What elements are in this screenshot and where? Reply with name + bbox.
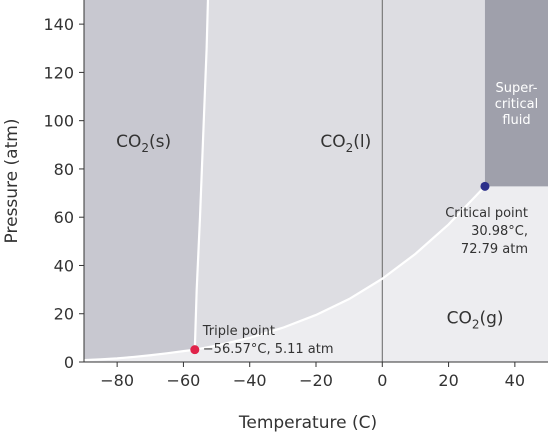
region-label-gas: CO2(g) (447, 308, 504, 331)
axes: −80 −60 −40 −20 0 20 40 0 20 40 60 80 100 120 140 (43, 0, 548, 390)
x-tick-label: 40 (505, 371, 525, 390)
critical-point-marker (480, 181, 490, 191)
region-supercritical (484, 0, 548, 187)
y-tick-label: 20 (54, 305, 74, 324)
y-axis-title: Pressure (atm) (2, 119, 22, 244)
triple-point-label: Triple point (202, 324, 275, 339)
solid-gas-boundary (83, 348, 195, 362)
y-tick-label: 80 (54, 160, 74, 179)
x-tick-label: −20 (299, 371, 333, 390)
liquid-gas-boundary (194, 185, 486, 351)
y-tick-label: 60 (54, 208, 74, 227)
y-tick-label: 100 (43, 112, 74, 131)
triple-point-marker (190, 345, 200, 355)
critical-point-label: 30.98°C, (471, 224, 528, 239)
region-label-solid: CO2(s) (116, 132, 171, 155)
region-label-liquid: CO2(l) (320, 132, 371, 155)
x-tick-label: −40 (233, 371, 267, 390)
y-tick-label: 120 (43, 63, 74, 82)
critical-point-label: 72.79 atm (461, 242, 528, 257)
triple-point-label: −56.57°C, 5.11 atm (203, 342, 334, 357)
supercritical-label-line: fluid (502, 113, 530, 128)
x-axis-title: Temperature (C) (238, 413, 377, 433)
y-tick-label: 140 (43, 15, 74, 34)
supercritical-label-line: critical (495, 97, 539, 112)
y-tick-label: 0 (64, 353, 74, 372)
region-solid (84, 0, 208, 362)
critical-point-label: Critical point (445, 206, 528, 221)
x-tick-label: 20 (438, 371, 458, 390)
supercritical-label-line: Super- (496, 81, 538, 96)
y-tick-label: 40 (54, 256, 74, 275)
region-liquid (194, 0, 548, 350)
x-tick-label: 0 (377, 371, 387, 390)
x-tick-label: −80 (100, 371, 134, 390)
x-tick-label: −60 (167, 371, 201, 390)
solid-liquid-boundary (193, 0, 210, 350)
